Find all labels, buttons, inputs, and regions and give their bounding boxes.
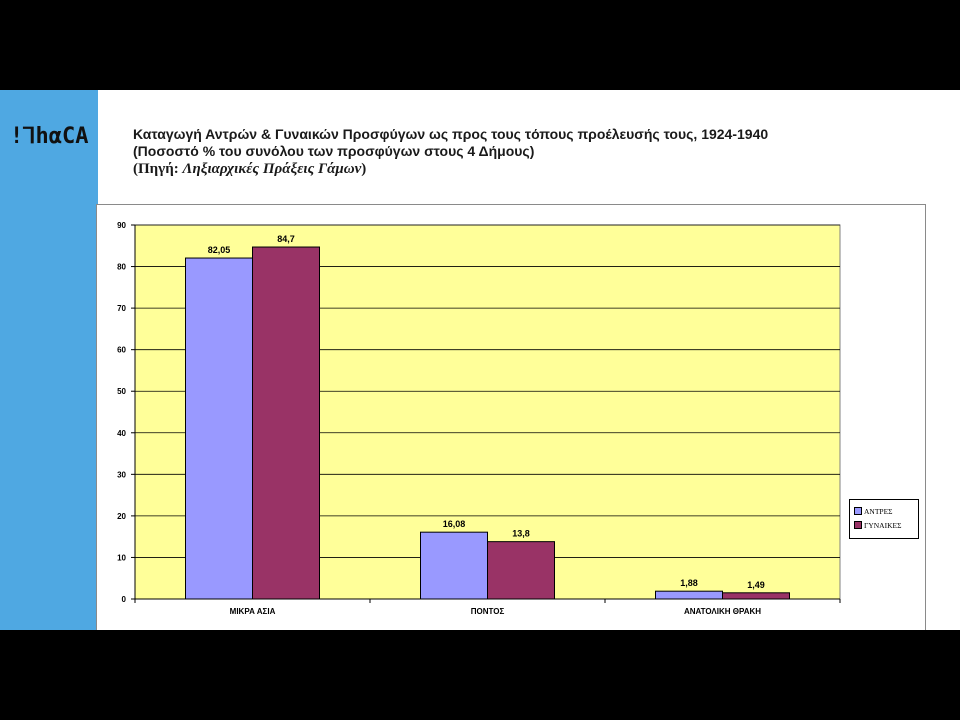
legend-item-women: ΓΥΝΑΙΚΕΣ (854, 518, 918, 532)
data-label: 13,8 (512, 529, 530, 539)
bar-women (487, 541, 555, 600)
legend-swatch-women (854, 521, 862, 529)
x-tick-label: ΑΝΑΤΟΛΙΚΗ ΘΡΑΚΗ (684, 607, 761, 616)
data-label: 1,49 (747, 580, 765, 590)
chart-subtitle: (Ποσοστό % του συνόλου των προσφύγων στο… (133, 143, 535, 159)
chart-title: Καταγωγή Αντρών & Γυναικών Προσφύγων ως … (133, 126, 769, 142)
source-suffix: ) (361, 161, 367, 177)
y-tick-label: 20 (117, 512, 126, 521)
bar-men (185, 257, 253, 600)
legend-label-women: ΓΥΝΑΙΚΕΣ (864, 520, 902, 530)
chart-source: (Πηγή: Ληξιαρχικές Πράξεις Γάμων) (133, 160, 768, 179)
legend-swatch-men (854, 507, 862, 515)
source-prefix: (Πηγή: (133, 161, 183, 177)
legend: ΑΝΤΡΕΣ ΓΥΝΑΙΚΕΣ (849, 499, 919, 539)
y-tick-label: 70 (117, 304, 126, 313)
y-tick-label: 0 (122, 595, 127, 604)
y-tick-label: 80 (117, 263, 126, 272)
bar-men (420, 531, 488, 600)
y-tick-label: 40 (117, 429, 126, 438)
data-label: 84,7 (277, 234, 295, 244)
data-label: 16,08 (443, 519, 466, 529)
y-tick-label: 30 (117, 470, 126, 479)
legend-label-men: ΑΝΤΡΕΣ (864, 506, 893, 516)
slide: !ꓶhαCA Καταγωγή Αντρών & Γυναικών Προσφύ… (0, 90, 960, 630)
y-tick-label: 10 (117, 553, 126, 562)
bar-women (252, 246, 320, 600)
data-label: 1,88 (680, 578, 698, 588)
bar-chart: 0 10 20 30 40 50 60 70 80 90 82,05 84,7 ΜΙΚΡΑ ΑΣΙΑ 16… (117, 221, 841, 616)
logo: !ꓶhαCA (10, 124, 89, 149)
legend-item-men: ΑΝΤΡΕΣ (854, 504, 918, 518)
x-tick-label: ΠΟΝΤΟΣ (471, 607, 505, 616)
y-tick-label: 60 (117, 346, 126, 355)
bar-men (655, 590, 723, 600)
y-tick-label: 50 (117, 387, 126, 396)
x-tick-label: ΜΙΚΡΑ ΑΣΙΑ (230, 607, 276, 616)
chart-frame: 0 10 20 30 40 50 60 70 80 90 82,05 84,7 ΜΙΚΡΑ ΑΣΙΑ 16… (96, 204, 926, 630)
y-tick-label: 90 (117, 221, 126, 230)
source-name: Ληξιαρχικές Πράξεις Γάμων (182, 161, 362, 177)
data-label: 82,05 (208, 245, 231, 255)
bar-women (722, 592, 790, 600)
side-bar (0, 90, 98, 630)
title-block: Καταγωγή Αντρών & Γυναικών Προσφύγων ως … (133, 126, 768, 179)
